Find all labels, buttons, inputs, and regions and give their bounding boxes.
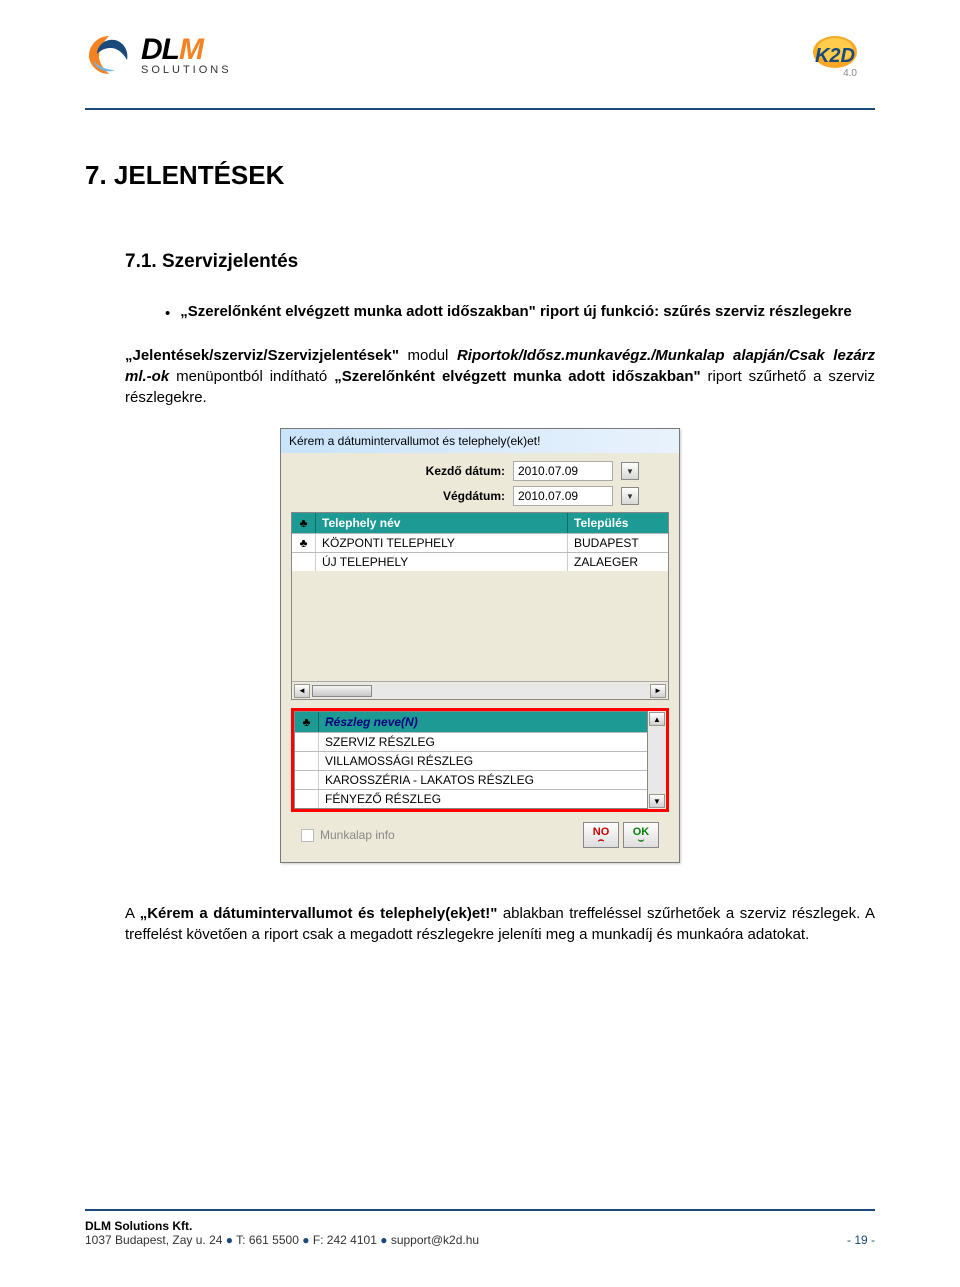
checkbox-icon[interactable] <box>301 829 314 842</box>
logo-main-text: DLM <box>141 35 232 65</box>
end-date-input[interactable]: 2010.07.09 <box>513 486 613 506</box>
scroll-up-icon[interactable]: ▲ <box>649 712 665 726</box>
page-number: - 19 - <box>847 1233 875 1247</box>
table-row[interactable]: FÉNYEZŐ RÉSZLEG <box>295 789 647 808</box>
heading-1: 7. JELENTÉSEK <box>85 160 875 191</box>
grid2-header-icon: ♣ <box>295 712 319 732</box>
footer-address-line: 1037 Budapest, Zay u. 24 ● T: 661 5500 ●… <box>85 1233 479 1247</box>
scroll-left-icon[interactable]: ◄ <box>294 684 310 698</box>
vertical-scrollbar[interactable]: ▲ ▼ <box>648 711 666 809</box>
page-header: DLM SOLUTIONS K2D 4.0 <box>85 30 875 110</box>
table-row[interactable]: KAROSSZÉRIA - LAKATOS RÉSZLEG <box>295 770 647 789</box>
scroll-down-icon[interactable]: ▼ <box>649 794 665 808</box>
grid-col-telepules: Település <box>568 513 668 533</box>
grid-header-icon: ♣ <box>292 513 316 533</box>
svg-text:K2D: K2D <box>815 45 855 67</box>
bullet-dot-icon: • <box>165 303 170 325</box>
scroll-right-icon[interactable]: ► <box>650 684 666 698</box>
start-date-dropdown-icon[interactable]: ▼ <box>621 462 639 480</box>
page-footer: DLM Solutions Kft. 1037 Budapest, Zay u.… <box>85 1209 875 1247</box>
end-date-label: Végdátum: <box>443 489 505 503</box>
bullet-block: • „Szerelőnként elvégzett munka adott id… <box>165 303 875 325</box>
munkalap-info-checkbox[interactable]: Munkalap info <box>301 828 395 842</box>
grid-col-telephely: Telephely név <box>316 513 568 533</box>
logo-dlm: DLM SOLUTIONS <box>85 34 232 76</box>
footer-company: DLM Solutions Kft. <box>85 1219 479 1233</box>
table-row[interactable]: VILLAMOSSÁGI RÉSZLEG <box>295 751 647 770</box>
start-date-label: Kezdő dátum: <box>426 464 505 478</box>
table-row[interactable]: ÚJ TELEPHELY ZALAEGER <box>292 552 668 571</box>
telephely-grid: ♣ Telephely név Település ♣ KÖZPONTI TEL… <box>291 512 669 700</box>
start-date-input[interactable]: 2010.07.09 <box>513 461 613 481</box>
paragraph-1: „Jelentések/szerviz/Szervizjelentések" m… <box>125 345 875 408</box>
dialog-title: Kérem a dátumintervallumot és telephely(… <box>281 429 679 453</box>
highlighted-grid: ♣ Részleg neve(N) SZERVIZ RÉSZLEG VILLAM… <box>291 708 669 812</box>
end-date-dropdown-icon[interactable]: ▼ <box>621 487 639 505</box>
horizontal-scrollbar[interactable]: ◄ ► <box>292 681 668 699</box>
ok-button[interactable]: OK ⌣ <box>623 822 659 848</box>
svg-text:4.0: 4.0 <box>843 68 857 79</box>
heading-2: 7.1. Szervizjelentés <box>125 251 875 273</box>
dialog-window: Kérem a dátumintervallumot és telephely(… <box>280 428 680 863</box>
no-button[interactable]: NO ⌢ <box>583 822 619 848</box>
table-row[interactable]: SZERVIZ RÉSZLEG <box>295 732 647 751</box>
logo-swirl-icon <box>85 34 133 76</box>
bullet-text: „Szerelőnként elvégzett munka adott idős… <box>180 303 851 320</box>
grid2-col-reszleg: Részleg neve(N) <box>319 712 647 732</box>
row-icon: ♣ <box>292 534 316 552</box>
paragraph-2: A „Kérem a dátumintervallumot és telephe… <box>125 903 875 945</box>
logo-sub-text: SOLUTIONS <box>141 65 232 76</box>
logo-k2d: K2D 4.0 <box>795 30 875 80</box>
table-row[interactable]: ♣ KÖZPONTI TELEPHELY BUDAPEST <box>292 533 668 552</box>
